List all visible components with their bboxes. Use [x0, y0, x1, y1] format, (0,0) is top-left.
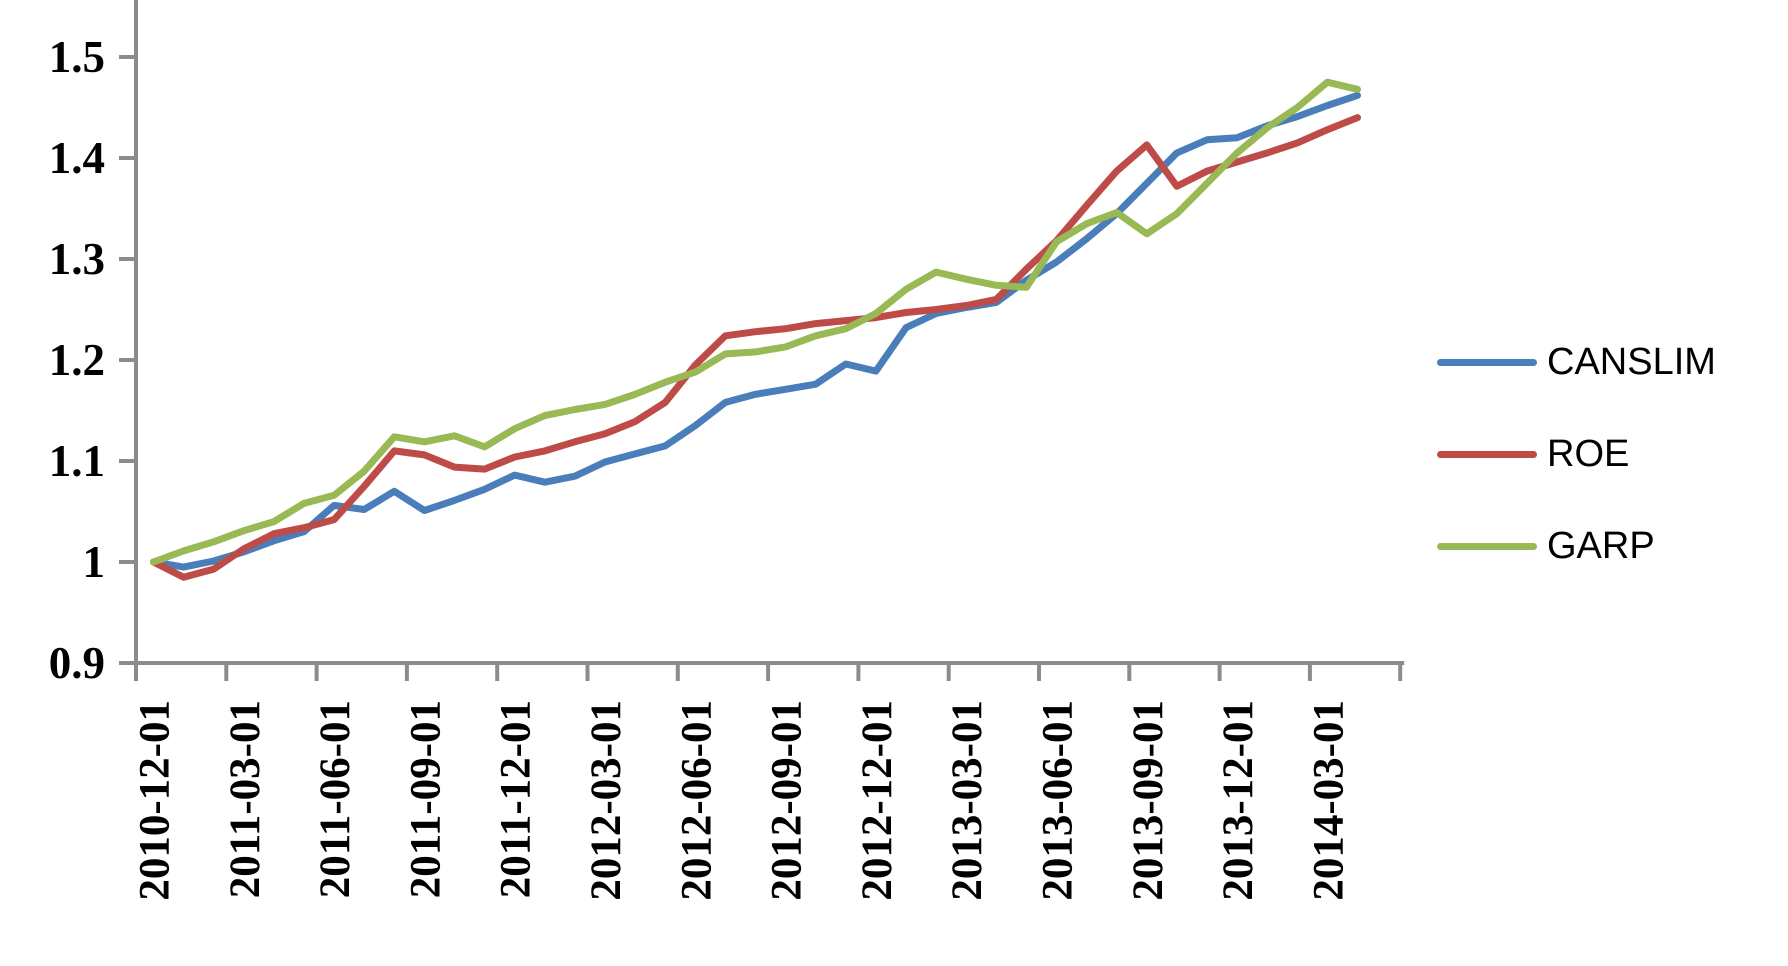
y-tick-label: 1.4	[49, 133, 105, 183]
legend-line-swatch-roe	[1437, 450, 1537, 458]
legend-line-swatch-canslim	[1437, 358, 1537, 366]
x-tick-label: 2010-12-01	[132, 700, 179, 901]
x-tick-label: 2013-09-01	[1125, 700, 1172, 901]
y-tick-label: 1.2	[49, 335, 105, 385]
x-tick-label: 2014-03-01	[1305, 700, 1352, 901]
series-line-canslim	[150, 91, 1361, 571]
y-tick-label: 0.9	[49, 638, 105, 688]
axes	[119, 0, 1405, 681]
y-tick-label: 1.1	[49, 436, 105, 486]
x-tick-label: 2011-12-01	[493, 700, 540, 898]
x-tick-label: 2012-06-01	[673, 700, 720, 901]
legend-item-canslim: CANSLIM	[1437, 338, 1716, 386]
series-line-garp	[150, 78, 1361, 566]
y-tick-label: 1.5	[49, 32, 105, 82]
legend-line-swatch-garp	[1437, 542, 1537, 550]
legend-label-canslim: CANSLIM	[1547, 340, 1716, 383]
x-tick-label: 2012-12-01	[854, 700, 901, 901]
x-tick-label: 2012-09-01	[764, 700, 811, 901]
x-tick-label: 2013-12-01	[1215, 700, 1262, 901]
x-tick-label: 2013-06-01	[1035, 700, 1082, 901]
x-tick-label: 2013-03-01	[944, 700, 991, 901]
legend-item-garp: GARP	[1437, 522, 1655, 570]
x-tick-label: 2012-03-01	[583, 700, 630, 901]
legend-label-roe: ROE	[1547, 432, 1630, 475]
x-tick-label: 2011-06-01	[312, 700, 359, 898]
legend-label-garp: GARP	[1547, 524, 1655, 567]
x-tick-label: 2011-09-01	[402, 700, 449, 898]
legend-item-roe: ROE	[1437, 430, 1629, 478]
series-line-roe	[150, 114, 1361, 581]
y-tick-label: 1.3	[49, 234, 105, 284]
x-tick-label: 2011-03-01	[222, 700, 269, 898]
y-tick-label: 1	[83, 537, 106, 587]
